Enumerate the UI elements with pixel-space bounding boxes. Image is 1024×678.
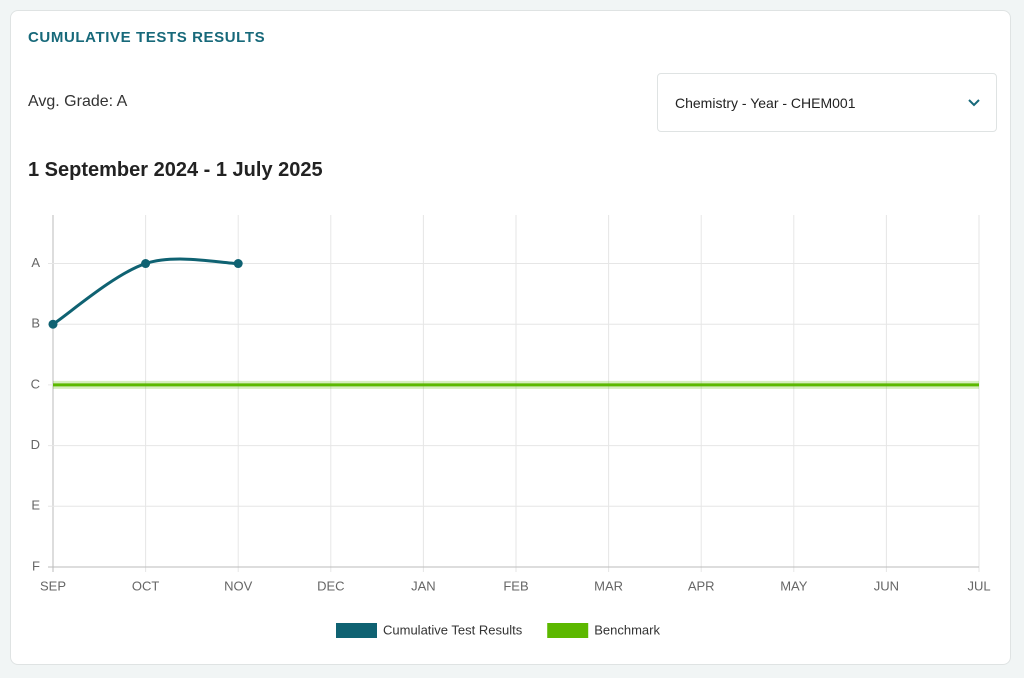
x-tick-label: OCT [132, 578, 160, 593]
data-point [48, 319, 58, 329]
y-tick-label: B [31, 316, 40, 331]
x-tick-label: MAY [780, 578, 808, 593]
x-tick-label: NOV [224, 578, 253, 593]
x-tick-label: MAR [594, 578, 623, 593]
y-tick-label: C [31, 376, 40, 391]
chevron-icon [968, 99, 980, 107]
x-tick-label: JUL [967, 578, 990, 593]
y-tick-label: A [31, 255, 40, 270]
card: CUMULATIVE TESTS RESULTS Avg. Grade: A C… [10, 10, 1011, 665]
legend-label: Benchmark [594, 622, 660, 637]
legend-swatch [547, 623, 589, 638]
data-point [233, 259, 243, 269]
x-tick-label: JUN [874, 578, 899, 593]
y-tick-label: E [31, 498, 40, 513]
x-tick-label: SEP [40, 578, 66, 593]
data-point [141, 259, 151, 269]
x-tick-label: FEB [503, 578, 528, 593]
y-tick-label: F [32, 558, 40, 573]
course-dropdown[interactable]: Chemistry - Year - CHEM001 [657, 73, 997, 132]
date-range: 1 September 2024 - 1 July 2025 [28, 159, 323, 181]
legend-label: Cumulative Test Results [383, 622, 523, 637]
y-tick-label: D [31, 437, 40, 452]
x-tick-label: APR [688, 578, 715, 593]
avg-grade: Avg. Grade: A [28, 93, 128, 110]
card-title: CUMULATIVE TESTS RESULTS [28, 29, 266, 46]
x-tick-label: DEC [317, 578, 344, 593]
x-tick-label: JAN [411, 578, 436, 593]
legend-swatch [336, 623, 377, 638]
dropdown-text: Chemistry - Year - CHEM001 [675, 95, 856, 111]
